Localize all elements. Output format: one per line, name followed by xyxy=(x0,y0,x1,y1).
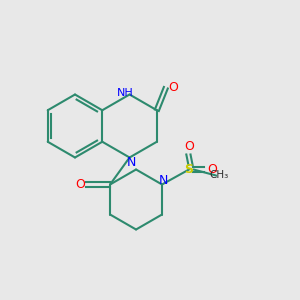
Text: N: N xyxy=(126,155,136,169)
Text: O: O xyxy=(207,163,217,176)
Text: CH₃: CH₃ xyxy=(209,170,229,181)
Text: O: O xyxy=(75,178,85,191)
Text: S: S xyxy=(184,163,194,176)
Text: O: O xyxy=(168,81,178,94)
Text: O: O xyxy=(185,140,195,153)
Text: NH: NH xyxy=(117,88,134,98)
Text: N: N xyxy=(159,173,168,187)
